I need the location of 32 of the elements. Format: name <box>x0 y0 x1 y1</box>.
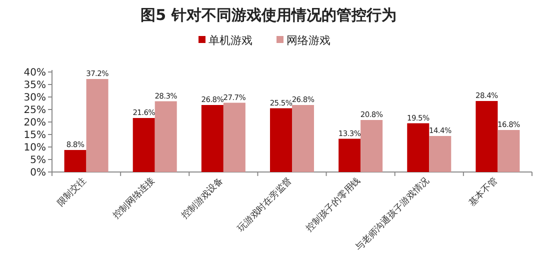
bar <box>132 118 155 172</box>
bar <box>86 79 108 172</box>
y-tick-label: 15% <box>24 130 46 141</box>
y-tick-label: 0% <box>30 168 46 178</box>
legend-label: 网络游戏 <box>286 34 330 47</box>
bar <box>429 136 452 172</box>
y-tick-label: 10% <box>24 142 46 154</box>
bar <box>498 130 520 172</box>
x-tick-label: 控制网络连接 <box>111 175 157 222</box>
bar <box>270 108 292 172</box>
bar <box>338 138 361 172</box>
y-tick-label: 20% <box>24 118 46 128</box>
x-tick-label: 控制游戏设备 <box>180 175 226 222</box>
bar <box>407 123 430 172</box>
bar <box>154 101 177 172</box>
y-tick-label: 5% <box>30 155 46 166</box>
x-tick-label: 限制交往 <box>55 175 88 209</box>
bar <box>201 105 224 172</box>
x-tick-label: 基本不管 <box>466 175 500 209</box>
bar <box>292 105 314 172</box>
bar <box>360 120 383 172</box>
bar <box>223 102 246 172</box>
chart-title: 图5 针对不同游戏使用情况的管控行为 <box>140 6 396 24</box>
x-tick-label: 玩游戏时在旁监督 <box>235 175 294 234</box>
bar <box>476 101 498 172</box>
legend-label: 单机游戏 <box>208 34 252 47</box>
x-tick-label: 控制孩子的零用钱 <box>304 175 363 234</box>
y-tick-label: 25% <box>24 105 46 116</box>
y-tick-label: 40% <box>24 68 46 78</box>
bar <box>64 150 86 172</box>
y-tick-label: 35% <box>24 80 46 91</box>
y-tick-label: 30% <box>24 92 46 104</box>
